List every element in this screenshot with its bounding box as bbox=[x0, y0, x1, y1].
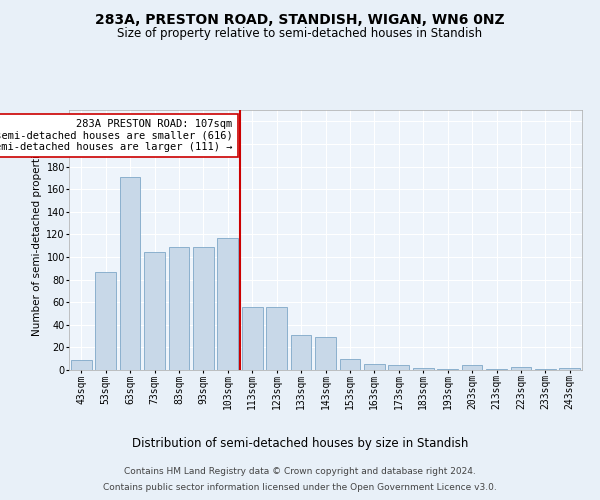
Bar bbox=[119, 176, 140, 370]
Bar bbox=[95, 272, 116, 370]
Text: Contains HM Land Registry data © Crown copyright and database right 2024.: Contains HM Land Registry data © Crown c… bbox=[124, 468, 476, 476]
Bar bbox=[217, 238, 238, 370]
Bar bbox=[413, 368, 434, 370]
Bar bbox=[535, 369, 556, 370]
Bar bbox=[266, 306, 287, 370]
Text: 283A, PRESTON ROAD, STANDISH, WIGAN, WN6 0NZ: 283A, PRESTON ROAD, STANDISH, WIGAN, WN6… bbox=[95, 12, 505, 26]
Bar bbox=[144, 252, 165, 370]
Text: 283A PRESTON ROAD: 107sqm
← 84% of semi-detached houses are smaller (616)
15% of: 283A PRESTON ROAD: 107sqm ← 84% of semi-… bbox=[0, 119, 233, 152]
Bar bbox=[169, 247, 190, 370]
Bar bbox=[340, 358, 361, 370]
Bar bbox=[486, 369, 507, 370]
Bar bbox=[388, 366, 409, 370]
Bar bbox=[364, 364, 385, 370]
Bar bbox=[559, 368, 580, 370]
Bar bbox=[511, 366, 532, 370]
Text: Size of property relative to semi-detached houses in Standish: Size of property relative to semi-detach… bbox=[118, 28, 482, 40]
Bar bbox=[461, 366, 482, 370]
Bar bbox=[315, 337, 336, 370]
Bar bbox=[290, 335, 311, 370]
Text: Contains public sector information licensed under the Open Government Licence v3: Contains public sector information licen… bbox=[103, 482, 497, 492]
Text: Distribution of semi-detached houses by size in Standish: Distribution of semi-detached houses by … bbox=[132, 438, 468, 450]
Y-axis label: Number of semi-detached properties: Number of semi-detached properties bbox=[32, 144, 42, 336]
Bar bbox=[242, 306, 263, 370]
Bar bbox=[437, 369, 458, 370]
Bar bbox=[71, 360, 92, 370]
Bar bbox=[193, 247, 214, 370]
